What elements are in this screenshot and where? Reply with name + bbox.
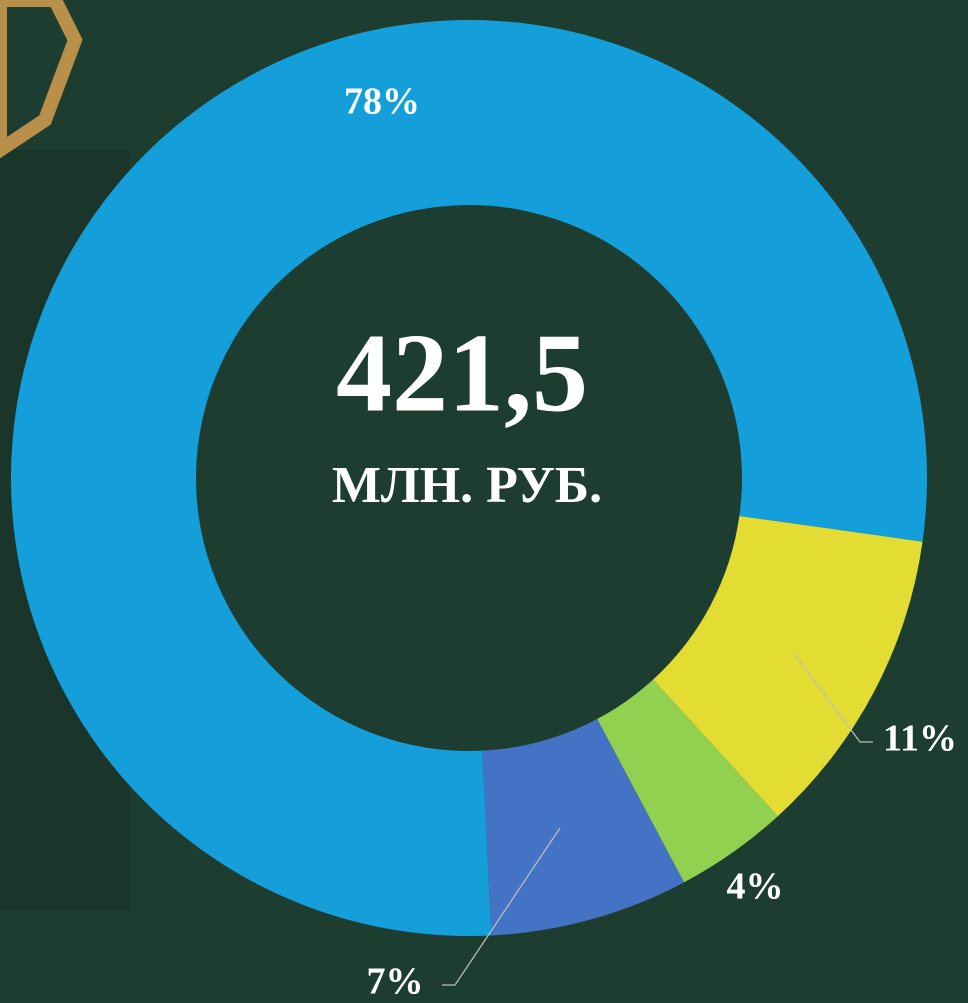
leader-line [794,654,873,743]
donut-slice [482,719,685,936]
leader-lines [442,654,873,986]
donut-slice [597,679,778,883]
data-label: 11% [883,718,957,760]
ornament [0,0,83,159]
leader-line [442,827,561,986]
center-title: 421,5 [336,312,588,436]
data-label: 7% [367,961,424,1003]
center-subtitle: МЛН. РУБ. [332,457,602,514]
data-label: 4% [727,866,784,908]
donut-slice [653,515,923,817]
donut-slice [11,20,927,937]
data-label: 78% [344,81,420,123]
donut [11,20,927,937]
